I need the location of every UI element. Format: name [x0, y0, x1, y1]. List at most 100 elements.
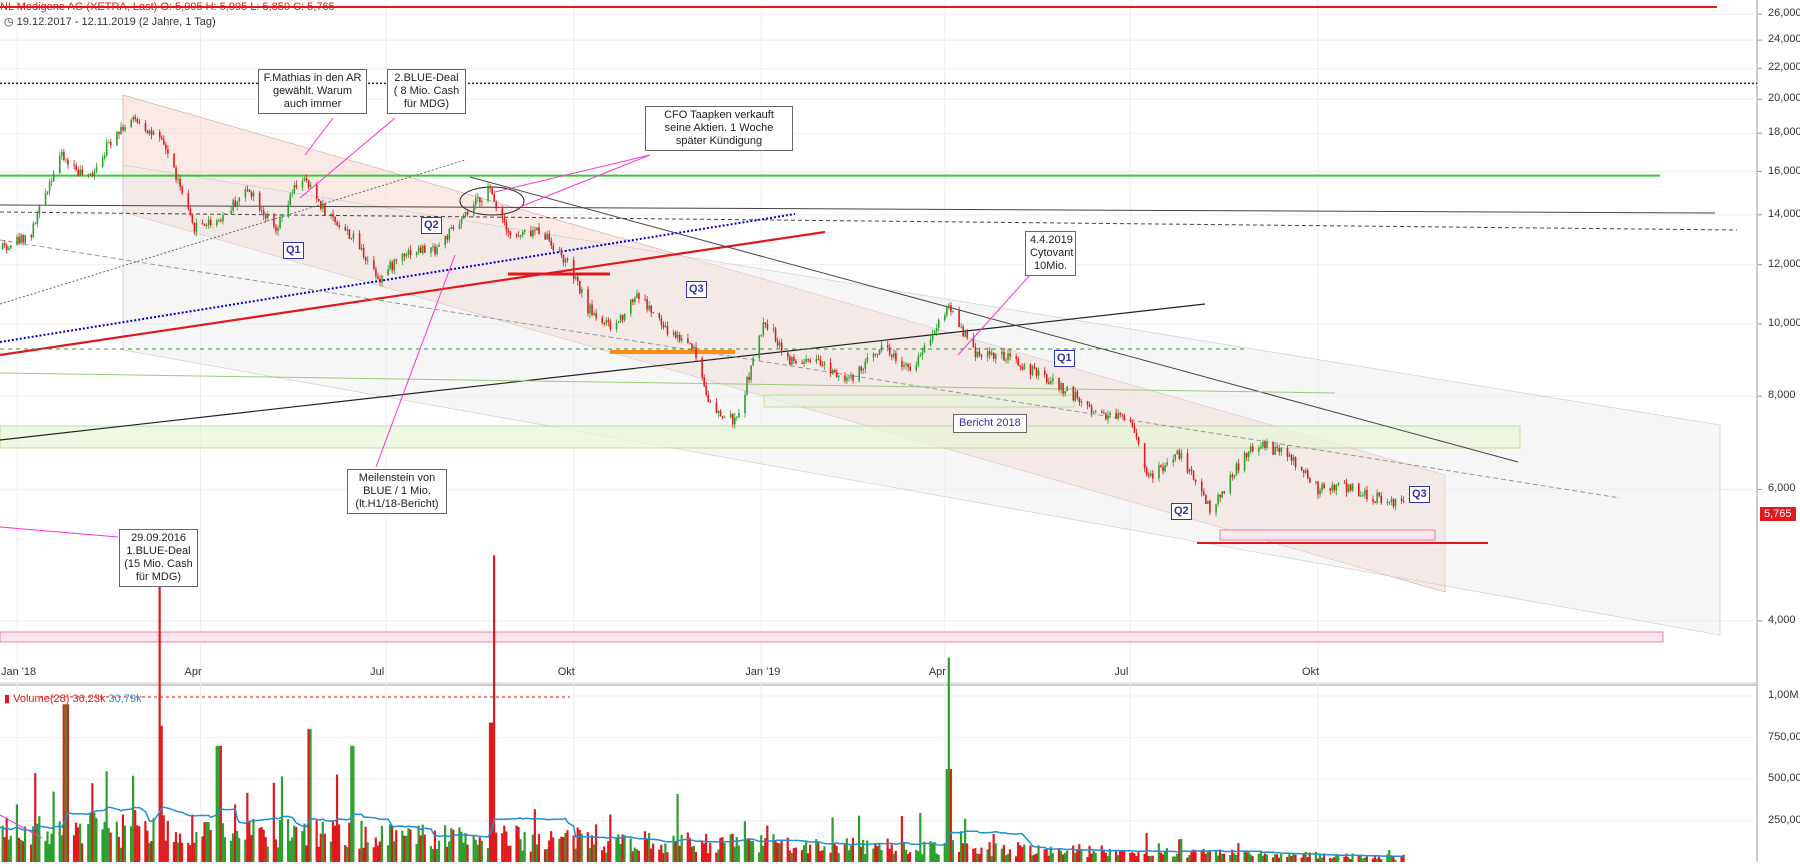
- volume-bar: [180, 842, 184, 862]
- volume-bar: [395, 830, 398, 862]
- volume-bar: [906, 853, 910, 862]
- y-tick-label: 8,000: [1768, 389, 1796, 402]
- candle-body: [434, 246, 436, 255]
- candle-body: [1149, 473, 1152, 476]
- volume-bar: [429, 846, 432, 862]
- candle-body: [848, 377, 850, 378]
- volume-bar: [880, 850, 883, 862]
- candle-body: [831, 369, 834, 374]
- volume-bar: [1316, 858, 1319, 862]
- volume-bar: [74, 822, 78, 862]
- volume-bar: [678, 845, 681, 862]
- volume-bar: [715, 852, 718, 862]
- candle-body: [946, 307, 948, 316]
- candle-body: [50, 181, 53, 182]
- candle-body: [364, 256, 367, 261]
- volume-bar: [1033, 854, 1036, 862]
- candle-body: [152, 131, 155, 135]
- candle-body: [238, 197, 241, 202]
- candle-body: [1243, 452, 1246, 471]
- volume-bar: [550, 831, 553, 862]
- candle-body: [1037, 370, 1040, 376]
- chart-title: NL Medigene AG (XETRA, Last) O: 5,995 H:…: [0, 1, 335, 13]
- candle-body: [621, 315, 624, 320]
- candle-body: [652, 312, 655, 314]
- candle-body: [220, 220, 222, 222]
- volume-bar: [1337, 854, 1340, 862]
- candle-body: [6, 245, 8, 251]
- volume-bar: [1271, 857, 1275, 862]
- candle-body: [195, 222, 198, 232]
- candle-body: [1317, 481, 1319, 495]
- candle-body: [460, 219, 463, 224]
- candle-body: [864, 360, 867, 369]
- volume-bar: [1043, 849, 1046, 862]
- volume-bar: [409, 829, 412, 862]
- candle-body: [281, 216, 283, 218]
- volume-bar: [917, 851, 920, 862]
- candle-body: [18, 236, 20, 243]
- volume-bar: [1023, 844, 1026, 862]
- candle-body: [862, 368, 865, 371]
- volume-bar: [366, 842, 369, 862]
- volume-bar: [733, 846, 736, 862]
- volume-bar: [978, 853, 981, 862]
- volume-bar: [1131, 852, 1134, 862]
- candle-body: [1160, 465, 1162, 467]
- volume-bar: [776, 842, 779, 862]
- candle-body: [695, 347, 697, 358]
- candle-body: [1366, 489, 1368, 500]
- candle-body: [379, 278, 381, 283]
- candle-body: [546, 234, 548, 240]
- volume-bar: [444, 825, 447, 862]
- quarter-q3-2018: Q3: [686, 281, 707, 298]
- volume-bar: [872, 848, 875, 862]
- candle-body: [509, 232, 512, 235]
- volume-bar: [317, 846, 320, 862]
- candle-body: [658, 313, 661, 318]
- candle-body: [762, 322, 765, 335]
- candle-body: [1304, 470, 1307, 473]
- annotation-fmathias: F.Mathias in den AR gewählt. Warum auch …: [258, 69, 367, 114]
- candle-body: [10, 245, 12, 249]
- annotation-meilenstein: Meilenstein von BLUE / 1 Mio. (lt.H1/18-…: [347, 469, 447, 514]
- candle-body: [150, 130, 153, 135]
- candle-body: [515, 234, 518, 236]
- volume-bar: [421, 824, 424, 862]
- volume-bar: [62, 704, 65, 862]
- volume-bar: [258, 828, 261, 862]
- volume-bar: [617, 834, 620, 862]
- volume-bar: [95, 818, 98, 862]
- volume-bar: [1031, 855, 1034, 862]
- candle-body: [79, 169, 82, 176]
- candle-body: [752, 357, 754, 366]
- candle-body: [1376, 492, 1378, 503]
- volume-bar: [209, 830, 212, 862]
- volume-bar: [794, 847, 797, 862]
- candle-body: [915, 365, 918, 371]
- volume-bar: [1094, 852, 1097, 862]
- volume-bar: [866, 840, 869, 862]
- candle-body: [680, 338, 683, 341]
- volume-bar: [262, 829, 265, 862]
- volume-bar: [531, 834, 534, 862]
- candle-body: [572, 259, 575, 280]
- volume-bar: [1157, 843, 1160, 862]
- volume-bar: [1349, 859, 1352, 862]
- candle-body: [1058, 378, 1060, 390]
- candle-body: [536, 227, 538, 231]
- candle-body: [377, 276, 379, 279]
- volume-bar: [1047, 855, 1050, 862]
- volume-bar: [3, 837, 6, 862]
- volume-bar: [193, 842, 196, 862]
- volume-bar: [700, 840, 704, 862]
- candle-body: [958, 310, 960, 328]
- volume-bar: [1065, 850, 1069, 862]
- candle-body: [358, 233, 361, 250]
- volume-bar: [1231, 849, 1234, 862]
- volume-bar: [1037, 845, 1040, 862]
- volume-bar: [578, 829, 581, 862]
- candle-body: [960, 326, 962, 328]
- leader-blue1: [0, 526, 119, 538]
- volume-bar: [346, 847, 349, 862]
